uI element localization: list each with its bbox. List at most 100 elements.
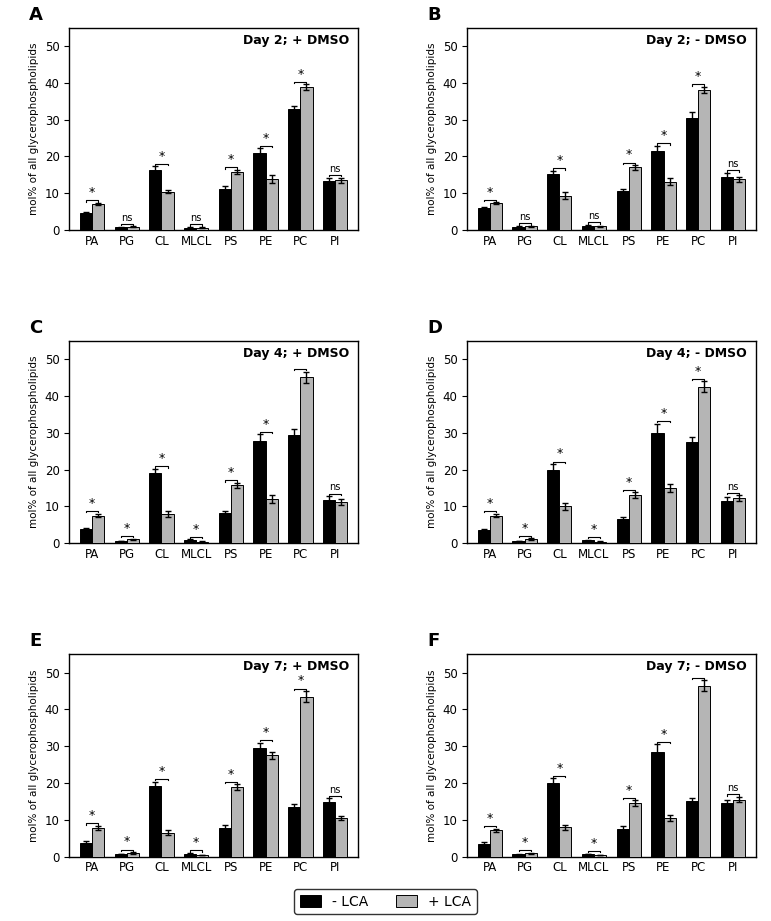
Bar	[301, 87, 312, 230]
Text: *: *	[625, 476, 632, 489]
Bar	[559, 195, 571, 230]
Text: *: *	[123, 522, 130, 535]
Text: *: *	[661, 728, 667, 740]
Text: *: *	[591, 837, 598, 850]
Bar	[92, 204, 104, 230]
Text: ns: ns	[329, 483, 341, 493]
Bar	[699, 387, 710, 543]
Text: *: *	[661, 407, 667, 420]
Bar	[733, 498, 745, 543]
Y-axis label: mol% of all glycerophospholipids: mol% of all glycerophospholipids	[427, 356, 437, 529]
Bar	[582, 541, 594, 543]
Text: Day 7; + DMSO: Day 7; + DMSO	[243, 660, 349, 673]
Bar	[219, 513, 231, 543]
Text: ns: ns	[588, 211, 600, 221]
Text: ns: ns	[727, 482, 739, 492]
Bar	[92, 516, 104, 543]
Text: *: *	[158, 149, 164, 162]
Bar	[721, 177, 733, 230]
Bar	[699, 90, 710, 230]
Y-axis label: mol% of all glycerophospholipids: mol% of all glycerophospholipids	[427, 670, 437, 842]
Bar	[733, 179, 745, 230]
Bar	[288, 435, 301, 543]
Bar	[335, 818, 347, 857]
Bar	[254, 441, 266, 543]
Bar	[582, 854, 594, 857]
Text: *: *	[89, 810, 95, 822]
Text: *: *	[487, 497, 493, 510]
Bar	[629, 803, 641, 857]
Bar	[126, 853, 139, 857]
Text: *: *	[556, 155, 562, 168]
Bar	[126, 540, 139, 543]
Text: Day 4; + DMSO: Day 4; + DMSO	[243, 347, 349, 360]
Bar	[196, 227, 208, 230]
Text: *: *	[89, 186, 95, 199]
Text: *: *	[263, 418, 269, 431]
Text: ns: ns	[329, 164, 341, 174]
Text: *: *	[487, 185, 493, 199]
Text: *: *	[193, 836, 200, 849]
Bar	[126, 227, 139, 230]
Text: F: F	[427, 633, 439, 650]
Bar	[254, 153, 266, 230]
Text: *: *	[227, 768, 234, 781]
Text: ns: ns	[727, 159, 739, 169]
Bar	[231, 172, 243, 230]
Bar	[547, 783, 559, 857]
Bar	[651, 151, 664, 230]
Bar	[288, 807, 301, 857]
Text: *: *	[89, 497, 95, 510]
Bar	[721, 803, 733, 857]
Text: *: *	[695, 365, 702, 378]
Bar	[478, 208, 490, 230]
Text: *: *	[625, 784, 632, 797]
Bar	[524, 227, 537, 230]
Text: *: *	[193, 522, 200, 536]
Bar	[490, 830, 502, 857]
Text: *: *	[556, 762, 562, 775]
Bar	[733, 799, 745, 857]
Bar	[478, 844, 490, 857]
Text: *: *	[521, 521, 527, 535]
Bar	[721, 501, 733, 543]
Legend: - LCA, + LCA: - LCA, + LCA	[295, 889, 476, 914]
Text: ns: ns	[519, 212, 530, 222]
Bar	[196, 542, 208, 543]
Bar	[92, 828, 104, 857]
Bar	[80, 530, 92, 543]
Bar	[219, 828, 231, 857]
Y-axis label: mol% of all glycerophospholipids: mol% of all glycerophospholipids	[427, 42, 437, 215]
Bar	[490, 516, 502, 543]
Bar	[594, 855, 606, 857]
Bar	[323, 802, 335, 857]
Bar	[594, 227, 606, 230]
Text: *: *	[263, 132, 269, 145]
Bar	[115, 854, 126, 857]
Text: Day 2; - DMSO: Day 2; - DMSO	[646, 34, 747, 47]
Bar	[266, 179, 278, 230]
Text: *: *	[123, 835, 130, 848]
Text: ns: ns	[121, 213, 133, 223]
Bar	[196, 855, 208, 857]
Text: *: *	[227, 466, 234, 479]
Bar	[254, 748, 266, 857]
Text: ns: ns	[190, 214, 202, 224]
Text: ns: ns	[727, 783, 739, 793]
Text: *: *	[298, 674, 304, 687]
Bar	[231, 485, 243, 543]
Text: Day 7; - DMSO: Day 7; - DMSO	[646, 660, 747, 673]
Bar	[231, 787, 243, 857]
Bar	[184, 540, 196, 543]
Bar	[513, 227, 524, 230]
Bar	[559, 827, 571, 857]
Bar	[664, 818, 675, 857]
Bar	[335, 181, 347, 230]
Text: *: *	[591, 523, 598, 536]
Bar	[115, 227, 126, 230]
Bar	[115, 541, 126, 543]
Bar	[547, 470, 559, 543]
Bar	[686, 442, 699, 543]
Bar	[301, 696, 312, 857]
Text: E: E	[29, 633, 42, 650]
